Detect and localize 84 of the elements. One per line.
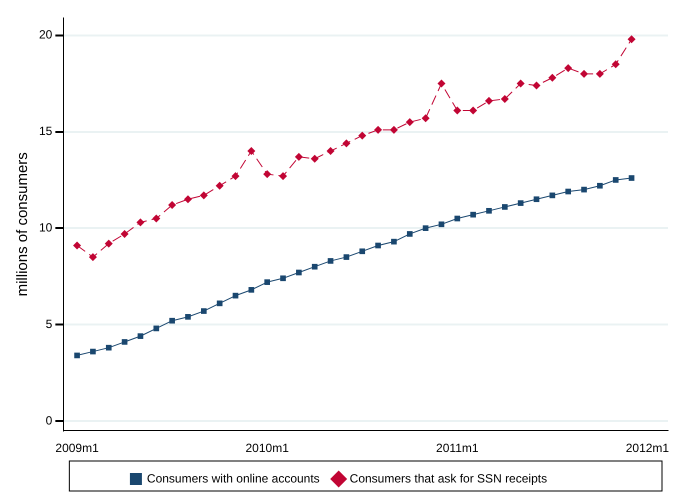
point: [152, 214, 160, 223]
point: [486, 208, 492, 214]
point: [73, 242, 82, 250]
point: [168, 201, 176, 210]
legend-label: Consumers with online accounts: [146, 471, 320, 486]
point: [550, 192, 556, 198]
point: [516, 80, 525, 88]
point: [374, 126, 382, 134]
point: [263, 170, 272, 178]
point: [502, 204, 508, 210]
point: [200, 308, 207, 314]
point: [580, 70, 588, 78]
point: [470, 212, 476, 218]
point: [358, 132, 366, 140]
y-tick-label: 5: [46, 316, 53, 331]
point: [169, 318, 175, 324]
point: [612, 177, 619, 183]
point: [312, 264, 318, 270]
point: [120, 230, 129, 238]
point: [200, 191, 208, 200]
point: [628, 35, 636, 44]
x-tick-label: 2010m1: [246, 441, 290, 456]
point: [328, 258, 334, 264]
point: [359, 248, 366, 254]
point: [500, 94, 509, 103]
point: [564, 64, 572, 72]
x-tick-label: 2009m1: [55, 441, 100, 456]
point: [469, 106, 478, 115]
point: [548, 74, 556, 82]
point: [597, 182, 603, 189]
x-tick-label: 2011m1: [436, 441, 479, 456]
point: [628, 175, 634, 181]
point: [122, 339, 128, 345]
point: [406, 231, 413, 237]
point: [342, 139, 350, 148]
point: [296, 270, 302, 276]
point: [581, 186, 587, 192]
point: [279, 172, 288, 180]
point: [612, 60, 620, 68]
point: [247, 147, 256, 156]
point: [216, 300, 222, 306]
point: [248, 287, 254, 293]
x-tick-label: 2012m1: [626, 441, 670, 456]
point: [232, 292, 238, 298]
point: [534, 196, 540, 202]
point: [565, 188, 572, 194]
point: [596, 70, 604, 78]
point: [232, 172, 240, 180]
point: [185, 314, 191, 320]
y-tick-label: 15: [38, 124, 53, 138]
point: [438, 221, 444, 228]
point: [484, 96, 493, 105]
point: [422, 225, 428, 231]
point: [280, 275, 286, 282]
point: [532, 81, 541, 90]
point: [454, 216, 460, 222]
point: [390, 126, 398, 134]
y-tick-label: 0: [46, 413, 53, 428]
point: [344, 254, 350, 260]
point: [391, 238, 397, 244]
point: [453, 106, 462, 115]
point: [326, 147, 335, 156]
point: [294, 152, 303, 161]
point: [138, 333, 144, 339]
point: [216, 182, 224, 190]
y-tick-label: 20: [38, 28, 53, 42]
point: [310, 154, 319, 163]
point: [375, 242, 381, 248]
point: [136, 218, 144, 226]
point: [90, 348, 96, 354]
legend-label: Consumers that ask for SSN receipts: [350, 471, 548, 486]
y-axis-title: millions of consumers: [14, 152, 32, 296]
point: [88, 253, 97, 262]
point: [104, 240, 113, 248]
point: [406, 118, 414, 126]
point: [153, 326, 160, 332]
point: [106, 344, 112, 351]
point: [184, 195, 192, 204]
point: [437, 80, 446, 88]
y-tick-label: 10: [38, 220, 53, 234]
point: [74, 352, 80, 358]
point: [518, 200, 524, 206]
point: [422, 114, 430, 122]
point: [264, 279, 270, 285]
